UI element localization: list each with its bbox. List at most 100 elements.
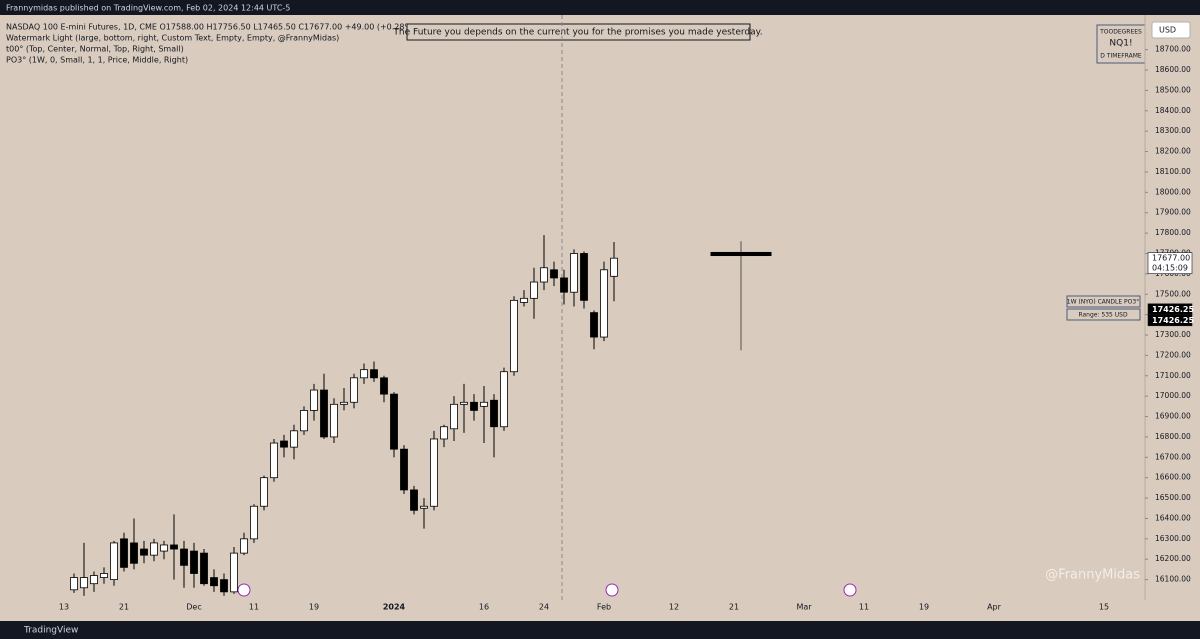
y-tick-label: 16500.00	[1155, 493, 1191, 502]
event-icon[interactable]	[237, 583, 251, 597]
badge-symbol: NQ1!	[1109, 39, 1132, 49]
currency: USD	[1159, 26, 1176, 35]
candle-body	[100, 573, 108, 578]
candle-body	[140, 548, 148, 556]
x-tick-label: 19	[309, 603, 319, 612]
quote-box	[406, 23, 751, 41]
candle-body	[590, 312, 598, 338]
watermark: @FrannyMidas	[1045, 568, 1140, 583]
candle-body	[550, 269, 558, 279]
y-tick-label: 17500.00	[1155, 289, 1191, 298]
price-tag-countdown: 04:15:09	[1152, 264, 1188, 273]
badge-box	[1096, 24, 1146, 64]
candle-body	[340, 401, 348, 405]
badge-text: D TIMEFRAME	[1100, 53, 1142, 60]
candle-body	[510, 299, 518, 373]
candle-body	[180, 548, 188, 566]
x-tick-label: Dec	[186, 603, 201, 612]
po3-range-box	[1066, 308, 1141, 321]
candle-body	[130, 542, 138, 564]
candle-body	[310, 389, 318, 411]
x-tick-label: 21	[729, 603, 739, 612]
x-tick-label: 19	[919, 603, 929, 612]
y-tick-label: 17200.00	[1155, 350, 1191, 359]
candle-body	[190, 550, 198, 574]
po3-body	[710, 251, 772, 257]
x-tick-label: 24	[539, 603, 549, 612]
candle-body	[470, 401, 478, 411]
event-icon[interactable]	[605, 583, 619, 597]
x-tick-label: Feb	[597, 603, 611, 612]
candle-body	[600, 269, 608, 338]
top-bar	[0, 0, 1200, 15]
candle-body	[360, 369, 368, 379]
candle-body	[210, 577, 218, 587]
candle-body	[90, 575, 98, 585]
y-tick-label: 16700.00	[1155, 452, 1191, 461]
candle-body	[350, 377, 358, 403]
x-tick-label: 16	[479, 603, 489, 612]
candle-body	[240, 538, 248, 554]
y-tick-label: 16900.00	[1155, 412, 1191, 421]
candle-body	[70, 577, 78, 591]
candle-body	[430, 438, 438, 507]
x-tick-label: Mar	[796, 603, 812, 612]
quote: The Future you depends on the current yo…	[392, 28, 762, 38]
candle-body	[250, 505, 258, 540]
candle-body	[260, 477, 268, 507]
candle-body	[490, 399, 498, 428]
candle-body	[220, 579, 228, 593]
event-icon[interactable]	[843, 583, 857, 597]
candle-body	[480, 401, 488, 407]
legend-line: PO3° (1W, 0, Small, 1, 1, Price, Middle,…	[6, 56, 188, 65]
candle-body	[230, 552, 238, 593]
y-tick-label: 18300.00	[1155, 126, 1191, 135]
event-icons	[237, 583, 857, 597]
candle-body	[580, 253, 588, 301]
published-text: Frannymidas published on TradingView.com…	[6, 4, 290, 13]
candle-body	[520, 297, 528, 303]
price-tag-label: 17426.25	[1152, 316, 1194, 325]
y-tick-label: 18400.00	[1155, 106, 1191, 115]
candle-body	[390, 393, 398, 450]
candle-body	[330, 403, 338, 438]
legend-line: NASDAQ 100 E-mini Futures, 1D, CME O1758…	[6, 23, 415, 32]
footer-bar	[0, 621, 1200, 639]
y-tick-label: 17800.00	[1155, 228, 1191, 237]
candle-body	[560, 277, 568, 293]
y-tick-label: 16800.00	[1155, 432, 1191, 441]
candle-body	[460, 401, 468, 405]
po3-title-box	[1066, 295, 1141, 308]
candle-body	[370, 369, 378, 379]
candle-body	[440, 426, 448, 440]
price-tag-label: 17426.25	[1152, 305, 1194, 314]
y-tick-label: 16100.00	[1155, 575, 1191, 584]
y-tick-label: 18200.00	[1155, 147, 1191, 156]
po3-title: 1W (NYO) CANDLE PO3°	[1067, 299, 1139, 306]
x-tick-label: 21	[119, 603, 129, 612]
y-tick-label: 18500.00	[1155, 85, 1191, 94]
currency-box	[1151, 21, 1191, 39]
candle-body	[110, 542, 118, 581]
x-tick-label: 15	[1099, 603, 1109, 612]
y-tick-label: 17900.00	[1155, 208, 1191, 217]
y-tick-label: 18600.00	[1155, 65, 1191, 74]
y-tick-label: 18000.00	[1155, 187, 1191, 196]
y-tick-label: 16300.00	[1155, 534, 1191, 543]
price-tag	[1147, 252, 1193, 274]
candle-body	[170, 544, 178, 550]
candle-body	[410, 489, 418, 511]
candle-body	[570, 253, 578, 293]
y-tick-label: 16200.00	[1155, 554, 1191, 563]
candle-body	[300, 410, 308, 432]
x-tick-label: 2024	[383, 603, 406, 612]
legend-line: t00° (Top, Center, Normal, Top, Right, S…	[6, 45, 184, 54]
price-tag-label: 17677.00	[1152, 254, 1190, 263]
candle-body	[200, 552, 208, 585]
candle-body	[150, 542, 158, 556]
candle-body	[530, 281, 538, 299]
legend-line: Watermark Light (large, bottom, right, C…	[6, 34, 339, 43]
candle-body	[280, 440, 288, 448]
